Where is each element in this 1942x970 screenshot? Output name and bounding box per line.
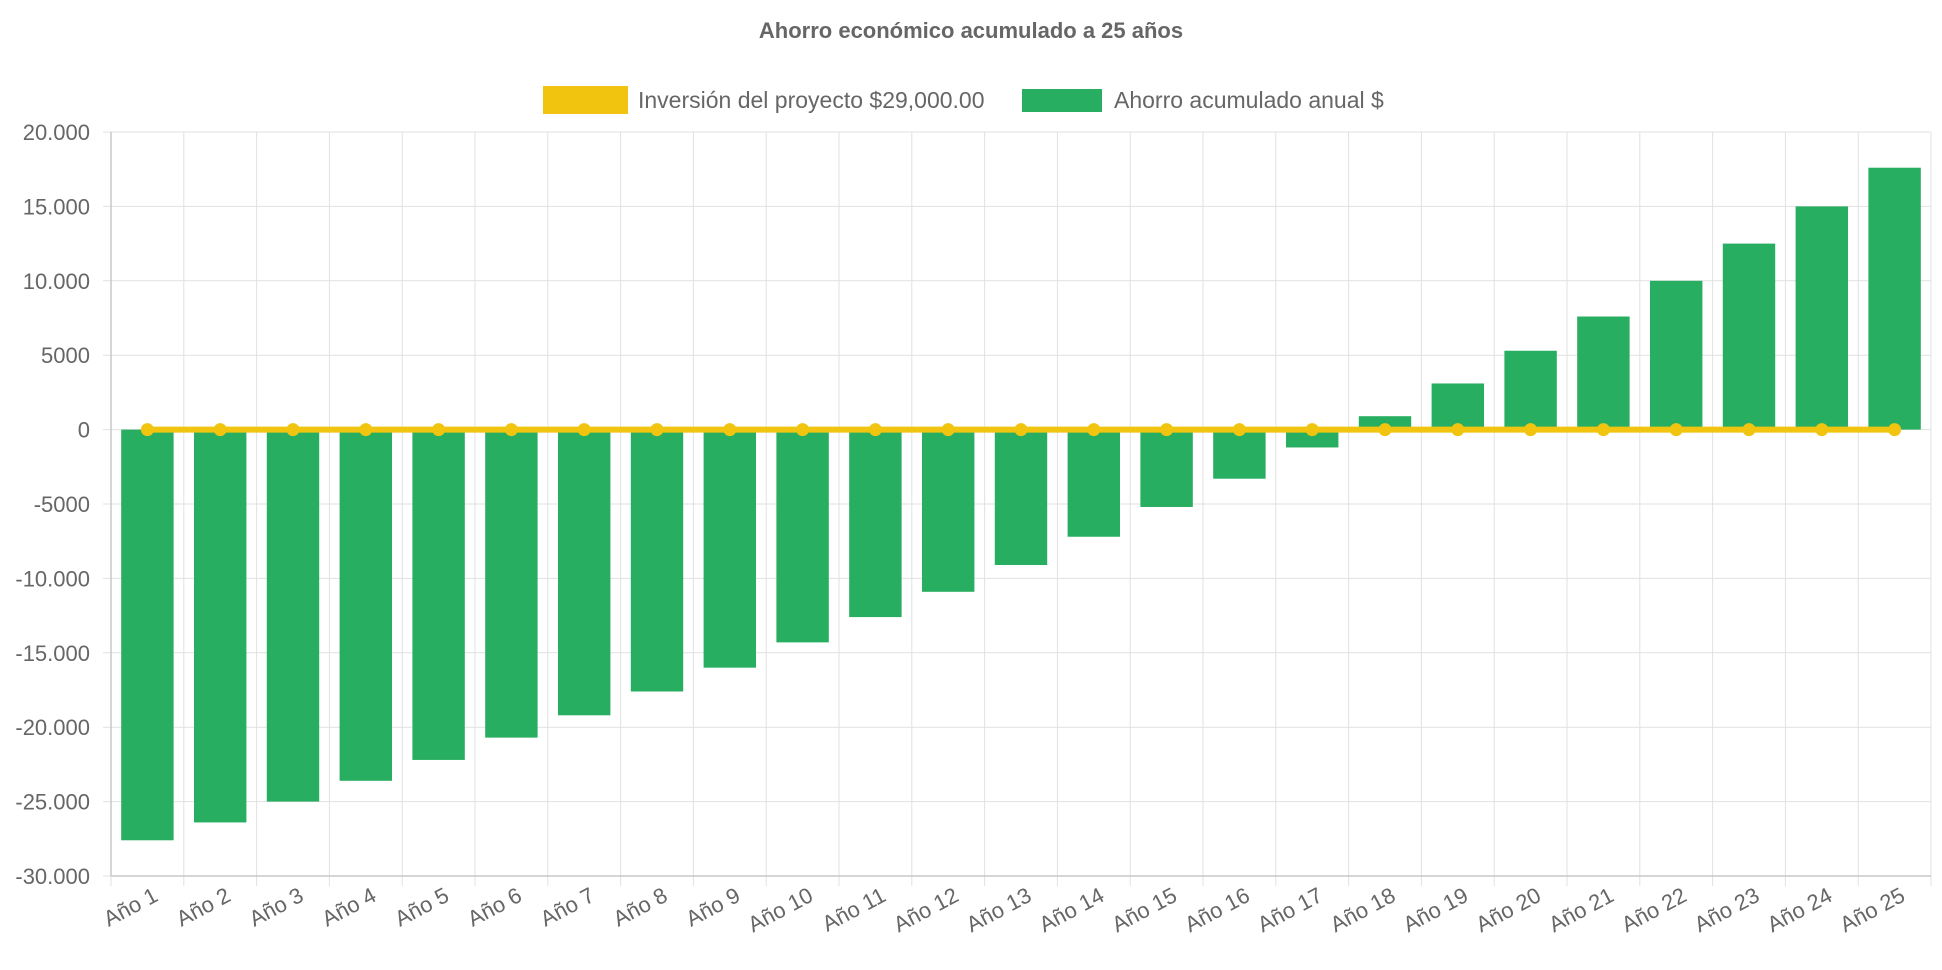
line-point[interactable]	[1305, 423, 1319, 437]
chart-title: Ahorro económico acumulado a 25 años	[758, 18, 1184, 43]
y-tick-label: -5000	[34, 492, 90, 517]
bar[interactable]	[557, 429, 611, 716]
y-tick-label: -10.000	[15, 566, 90, 591]
x-tick-label: Año 11	[818, 882, 890, 936]
y-tick-label: -30.000	[15, 864, 90, 889]
x-tick-label: Año 2	[172, 882, 235, 931]
bar[interactable]	[193, 429, 247, 823]
x-tick-label: Año 6	[463, 882, 526, 931]
line-point[interactable]	[1815, 423, 1829, 437]
bar[interactable]	[1649, 280, 1703, 430]
bar[interactable]	[921, 429, 975, 592]
bar[interactable]	[1358, 416, 1412, 430]
y-tick-label: -20.000	[15, 715, 90, 740]
y-tick-label: 20.000	[23, 120, 90, 145]
line-point[interactable]	[577, 423, 591, 437]
legend-label-investment[interactable]: Inversión del proyecto $29,000.00	[638, 87, 985, 113]
line-point[interactable]	[650, 423, 664, 437]
bar[interactable]	[339, 429, 393, 781]
line-point[interactable]	[796, 423, 810, 437]
line-point[interactable]	[140, 423, 154, 437]
x-tick-label: Año 18	[1326, 882, 1399, 937]
bar[interactable]	[121, 429, 174, 841]
line-point[interactable]	[1087, 423, 1101, 437]
line-point[interactable]	[1596, 423, 1610, 437]
line-point[interactable]	[1014, 423, 1028, 437]
x-tick-label: Año 21	[1544, 882, 1617, 937]
bar[interactable]	[1067, 429, 1121, 537]
line-point[interactable]	[723, 423, 737, 437]
line-point[interactable]	[941, 423, 955, 437]
bar[interactable]	[1795, 206, 1849, 430]
line-point[interactable]	[213, 423, 227, 437]
x-tick-label: Año 10	[744, 882, 817, 937]
line-point[interactable]	[1888, 423, 1902, 437]
y-tick-label: 10.000	[23, 269, 90, 294]
line-point[interactable]	[1669, 423, 1683, 437]
line-point[interactable]	[1524, 423, 1538, 437]
x-tick-label: Año 15	[1108, 882, 1181, 937]
x-tick-label: Año 14	[1035, 882, 1108, 937]
x-tick-label: Año 7	[536, 882, 599, 931]
bar[interactable]	[1504, 350, 1557, 430]
line-point[interactable]	[1742, 423, 1756, 437]
legend-swatch-savings[interactable]	[1022, 89, 1102, 112]
x-tick-label: Año 8	[609, 882, 672, 931]
y-tick-label: -25.000	[15, 790, 90, 815]
line-point[interactable]	[1160, 423, 1174, 437]
bar[interactable]	[776, 429, 829, 643]
bar[interactable]	[1722, 243, 1776, 430]
x-tick-label: Año 19	[1399, 882, 1472, 937]
bar[interactable]	[1285, 429, 1339, 448]
bar[interactable]	[1868, 167, 1921, 430]
x-tick-label: Año 16	[1180, 882, 1253, 937]
legend-swatch-investment[interactable]	[543, 86, 628, 114]
y-tick-label: -15.000	[15, 641, 90, 666]
bars-layer	[121, 167, 1921, 841]
x-tick-label: Año 4	[318, 882, 381, 931]
line-point[interactable]	[1232, 423, 1246, 437]
x-tick-label: Año 12	[889, 882, 962, 937]
x-tick-label: Año 1	[99, 882, 162, 931]
bar[interactable]	[849, 429, 902, 618]
line-point[interactable]	[359, 423, 373, 437]
bar[interactable]	[1213, 429, 1266, 479]
x-tick-label: Año 22	[1617, 882, 1690, 937]
line-point[interactable]	[504, 423, 518, 437]
line-point[interactable]	[868, 423, 882, 437]
y-tick-label: 5000	[41, 343, 90, 368]
x-tick-label: Año 24	[1763, 882, 1836, 937]
line-point[interactable]	[1451, 423, 1465, 437]
bar[interactable]	[994, 429, 1048, 566]
y-tick-label: 15.000	[23, 194, 90, 219]
bar[interactable]	[485, 429, 538, 738]
x-tick-label: Año 23	[1690, 882, 1763, 937]
legend-label-savings[interactable]: Ahorro acumulado anual $	[1114, 87, 1384, 113]
x-tick-label: Año 13	[962, 882, 1035, 937]
bar[interactable]	[266, 429, 320, 802]
y-tick-label: 0	[78, 418, 90, 443]
bar[interactable]	[1431, 383, 1485, 430]
bar[interactable]	[412, 429, 465, 760]
axis-layer: 20.000 15.000 10.000 5000 0 -5000 -10.000 -15.0…	[15, 120, 1931, 937]
x-tick-label: Año 3	[245, 882, 308, 931]
line-point[interactable]	[432, 423, 446, 437]
bar[interactable]	[1577, 316, 1630, 430]
x-tick-label: Año 20	[1472, 882, 1545, 937]
bar[interactable]	[1140, 429, 1193, 507]
x-tick-label: Año 25	[1836, 882, 1909, 937]
line-point[interactable]	[1378, 423, 1392, 437]
line-point[interactable]	[286, 423, 300, 437]
x-tick-label: Año 9	[682, 882, 745, 931]
line-layer	[140, 423, 1902, 437]
x-tick-label: Año 17	[1253, 882, 1326, 937]
legend-layer[interactable]: Inversión del proyecto $29,000.00 Ahorro …	[543, 86, 1384, 114]
bar[interactable]	[703, 429, 757, 668]
x-tick-label: Año 5	[390, 882, 453, 931]
bar[interactable]	[630, 429, 684, 692]
